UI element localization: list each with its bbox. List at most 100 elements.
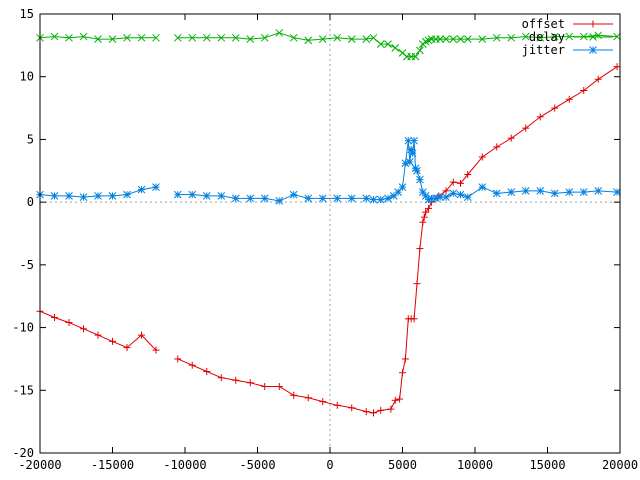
jitter-point bbox=[456, 190, 465, 199]
jitter-point bbox=[463, 193, 472, 201]
offset-point bbox=[410, 315, 418, 323]
y-tick-label: -20 bbox=[12, 446, 34, 460]
y-tick-label: 0 bbox=[27, 195, 34, 209]
delay-point bbox=[416, 46, 424, 55]
jitter-point bbox=[137, 185, 146, 194]
delay-point bbox=[478, 35, 487, 43]
x-tick-label: 0 bbox=[326, 458, 333, 472]
jitter-point bbox=[289, 190, 298, 199]
delay-point bbox=[449, 35, 458, 43]
offset-point bbox=[65, 319, 73, 327]
offset-point bbox=[396, 395, 404, 403]
offset-point bbox=[174, 355, 182, 363]
delay-point bbox=[521, 32, 530, 41]
legend-marker-offset bbox=[589, 20, 597, 28]
offset-point bbox=[370, 409, 377, 417]
legend-marker-delay bbox=[589, 33, 597, 41]
jitter-point bbox=[521, 187, 530, 195]
delay-point bbox=[173, 33, 182, 42]
x-tick-label: 10000 bbox=[457, 458, 493, 472]
offset-point bbox=[536, 113, 544, 121]
delay-point bbox=[436, 35, 445, 43]
offset-point bbox=[522, 124, 530, 132]
offset-point bbox=[80, 325, 87, 333]
delay-point bbox=[94, 35, 102, 43]
offset-point bbox=[425, 204, 433, 212]
y-tick-label: 10 bbox=[20, 70, 34, 84]
jitter-point bbox=[50, 192, 59, 200]
jitter-point bbox=[613, 188, 621, 196]
jitter-point bbox=[401, 159, 410, 168]
jitter-point bbox=[202, 192, 211, 200]
legend-label-offset: offset bbox=[522, 17, 565, 31]
jitter-point bbox=[65, 192, 73, 200]
offset-point bbox=[391, 396, 399, 404]
jitter-point bbox=[408, 149, 417, 158]
delay-point bbox=[442, 35, 450, 43]
offset-point bbox=[419, 218, 427, 226]
jitter-point bbox=[231, 194, 240, 203]
x-tick-label: 5000 bbox=[388, 458, 417, 472]
jitter-point bbox=[94, 192, 102, 200]
delay-point bbox=[550, 32, 559, 41]
jitter-point bbox=[389, 192, 398, 200]
offset-point bbox=[123, 344, 131, 352]
jitter-point bbox=[376, 195, 385, 204]
offset-point bbox=[580, 87, 588, 95]
offset-point bbox=[449, 178, 457, 186]
offset-point bbox=[442, 187, 450, 195]
jitter-point bbox=[347, 194, 356, 203]
zero-lines bbox=[40, 14, 620, 453]
jitter-point bbox=[369, 195, 378, 204]
delay-point bbox=[188, 33, 197, 42]
jitter-point bbox=[362, 194, 371, 203]
offset-point bbox=[51, 314, 58, 322]
delay-point bbox=[50, 32, 59, 41]
offset-point bbox=[275, 383, 283, 391]
delay-point bbox=[217, 33, 226, 42]
offset-point bbox=[203, 367, 211, 375]
delay-point bbox=[246, 35, 255, 43]
delay-point bbox=[384, 40, 392, 48]
offset-point bbox=[333, 401, 341, 409]
offset-point bbox=[232, 376, 240, 384]
series-delay bbox=[36, 28, 621, 61]
delay-point bbox=[463, 35, 472, 43]
offset-point bbox=[188, 361, 196, 369]
jitter-point bbox=[565, 188, 574, 196]
jitter-point bbox=[260, 194, 269, 203]
jitter-point bbox=[79, 193, 88, 201]
offset-point bbox=[304, 394, 312, 402]
x-tick-label: 15000 bbox=[529, 458, 565, 472]
jitter-point bbox=[108, 192, 117, 200]
delay-point bbox=[137, 33, 146, 42]
jitter-point bbox=[550, 189, 559, 198]
delay-point bbox=[65, 33, 73, 42]
delay-point bbox=[318, 35, 327, 43]
legend-label-delay: delay bbox=[529, 30, 565, 44]
delay-point bbox=[536, 33, 545, 42]
jitter-point bbox=[418, 188, 427, 196]
offset-point bbox=[457, 179, 464, 187]
delay-point bbox=[347, 35, 356, 43]
y-tick-label: 15 bbox=[20, 7, 34, 21]
jitter-point bbox=[398, 183, 407, 191]
series-layer bbox=[36, 28, 621, 417]
jitter-point bbox=[431, 194, 440, 203]
delay-point bbox=[275, 28, 284, 37]
delay-point bbox=[376, 40, 385, 48]
offset-point bbox=[413, 280, 421, 288]
delay-point bbox=[362, 35, 371, 43]
delay-point bbox=[369, 33, 378, 42]
jitter-point bbox=[304, 194, 313, 203]
legend-marker-jitter bbox=[589, 46, 597, 54]
x-tick-label: -15000 bbox=[91, 458, 134, 472]
offset-point bbox=[94, 331, 102, 339]
jitter-point bbox=[318, 194, 327, 203]
offset-point bbox=[551, 104, 559, 112]
delay-point bbox=[565, 32, 574, 41]
jitter-point bbox=[449, 189, 458, 198]
x-tick-label: -10000 bbox=[163, 458, 206, 472]
jitter-point bbox=[507, 188, 516, 196]
